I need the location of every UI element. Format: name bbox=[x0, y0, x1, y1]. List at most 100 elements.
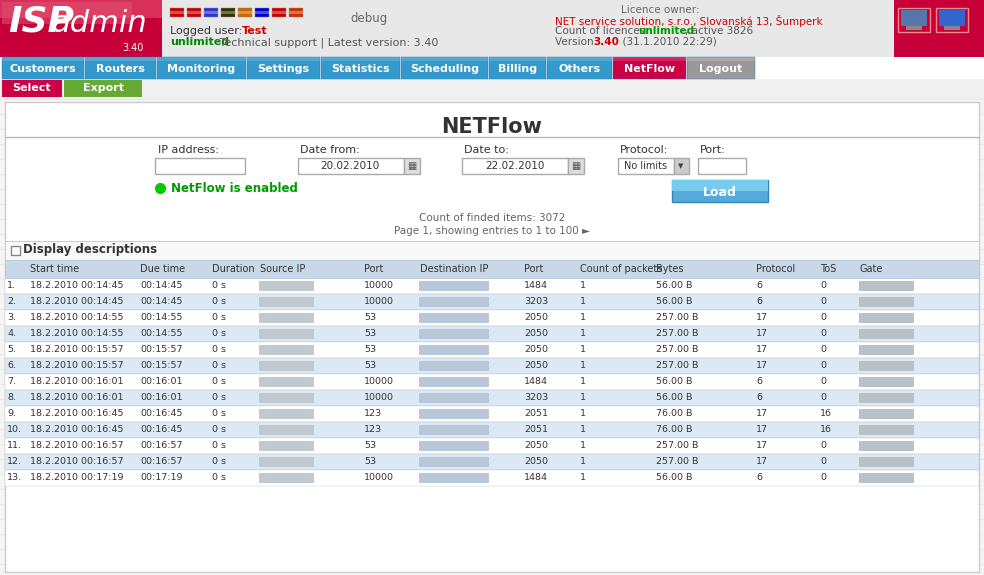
Bar bbox=[489, 57, 546, 61]
Text: 00:17:19: 00:17:19 bbox=[140, 473, 182, 482]
Text: 1: 1 bbox=[580, 329, 586, 339]
Text: 18.2.2010 00:14:55: 18.2.2010 00:14:55 bbox=[30, 313, 124, 323]
Text: 18.2.2010 00:17:19: 18.2.2010 00:17:19 bbox=[30, 473, 124, 482]
Text: 10000: 10000 bbox=[364, 282, 394, 290]
Text: 0 s: 0 s bbox=[212, 313, 226, 323]
Bar bbox=[2, 80, 62, 97]
Text: 10000: 10000 bbox=[364, 393, 394, 402]
Bar bbox=[419, 441, 489, 451]
Text: 00:16:57: 00:16:57 bbox=[140, 458, 182, 466]
Text: NetFlow: NetFlow bbox=[624, 64, 675, 74]
Bar bbox=[162, 0, 894, 57]
Bar bbox=[5, 278, 979, 294]
Bar bbox=[0, 99, 984, 575]
Text: 6.: 6. bbox=[7, 362, 16, 370]
Text: Date from:: Date from: bbox=[300, 145, 360, 155]
Text: (31.1.2010 22:29): (31.1.2010 22:29) bbox=[616, 37, 716, 47]
Text: 3.40: 3.40 bbox=[593, 37, 619, 47]
Bar bbox=[238, 11, 252, 14]
Text: 2050: 2050 bbox=[524, 362, 548, 370]
Text: 10000: 10000 bbox=[364, 378, 394, 386]
Text: Version:: Version: bbox=[555, 37, 600, 47]
Bar bbox=[259, 409, 314, 419]
Bar bbox=[247, 57, 320, 79]
Text: Start time: Start time bbox=[30, 264, 79, 274]
Text: 9.: 9. bbox=[7, 409, 16, 419]
Bar bbox=[859, 393, 914, 403]
Text: 0: 0 bbox=[820, 362, 826, 370]
Bar bbox=[404, 158, 420, 174]
Text: 56.00 B: 56.00 B bbox=[656, 282, 693, 290]
Text: 2051: 2051 bbox=[524, 426, 548, 435]
Bar bbox=[272, 11, 286, 14]
Bar bbox=[859, 409, 914, 419]
Bar bbox=[859, 425, 914, 435]
Bar bbox=[419, 281, 489, 291]
Text: 2050: 2050 bbox=[524, 458, 548, 466]
Text: Destination IP: Destination IP bbox=[420, 264, 488, 274]
Text: 2050: 2050 bbox=[524, 346, 548, 355]
Text: 1484: 1484 bbox=[524, 473, 548, 482]
Text: 0: 0 bbox=[820, 378, 826, 386]
Text: 1: 1 bbox=[580, 282, 586, 290]
Text: 0: 0 bbox=[820, 473, 826, 482]
Text: 1484: 1484 bbox=[524, 378, 548, 386]
Text: 18.2.2010 00:16:57: 18.2.2010 00:16:57 bbox=[30, 458, 124, 466]
Text: 1: 1 bbox=[580, 313, 586, 323]
Bar bbox=[5, 454, 979, 470]
Bar bbox=[170, 8, 184, 17]
Text: 22.02.2010: 22.02.2010 bbox=[485, 161, 545, 171]
Bar bbox=[936, 8, 968, 32]
Bar bbox=[672, 180, 768, 202]
Bar bbox=[859, 281, 914, 291]
Bar bbox=[618, 158, 674, 174]
Text: 0: 0 bbox=[820, 313, 826, 323]
Text: 18.2.2010 00:16:45: 18.2.2010 00:16:45 bbox=[30, 409, 124, 419]
Text: 17: 17 bbox=[756, 329, 768, 339]
Text: 18.2.2010 00:16:01: 18.2.2010 00:16:01 bbox=[30, 378, 124, 386]
Bar bbox=[859, 345, 914, 355]
Bar bbox=[568, 158, 584, 174]
Bar bbox=[944, 26, 960, 30]
Bar bbox=[255, 11, 269, 14]
Bar bbox=[11, 246, 20, 255]
Text: 257.00 B: 257.00 B bbox=[656, 442, 699, 450]
Text: 0 s: 0 s bbox=[212, 378, 226, 386]
Bar bbox=[419, 297, 489, 307]
Text: 0 s: 0 s bbox=[212, 362, 226, 370]
Bar bbox=[859, 361, 914, 371]
Text: 20.02.2010: 20.02.2010 bbox=[321, 161, 380, 171]
Bar bbox=[247, 57, 320, 61]
Text: 00:16:57: 00:16:57 bbox=[140, 442, 182, 450]
Text: Licence owner:: Licence owner: bbox=[621, 5, 700, 15]
Text: 257.00 B: 257.00 B bbox=[656, 458, 699, 466]
Text: 0 s: 0 s bbox=[212, 409, 226, 419]
Text: 0: 0 bbox=[820, 329, 826, 339]
Bar bbox=[321, 57, 400, 61]
Bar bbox=[238, 8, 252, 17]
Text: Count of packets: Count of packets bbox=[580, 264, 662, 274]
Text: 00:15:57: 00:15:57 bbox=[140, 346, 182, 355]
Text: 257.00 B: 257.00 B bbox=[656, 362, 699, 370]
Text: Settings: Settings bbox=[258, 64, 310, 74]
Bar bbox=[298, 158, 404, 174]
Bar bbox=[547, 57, 612, 79]
Text: 0 s: 0 s bbox=[212, 442, 226, 450]
Text: Protocol:: Protocol: bbox=[620, 145, 668, 155]
Text: Export: Export bbox=[83, 83, 124, 93]
Text: 0: 0 bbox=[820, 282, 826, 290]
Bar bbox=[898, 8, 930, 32]
Text: 0 s: 0 s bbox=[212, 282, 226, 290]
Bar bbox=[2, 57, 84, 61]
Text: 0 s: 0 s bbox=[212, 393, 226, 402]
Text: 0 s: 0 s bbox=[212, 297, 226, 306]
Bar bbox=[5, 326, 979, 342]
Bar bbox=[259, 329, 314, 339]
Text: 53: 53 bbox=[364, 362, 376, 370]
Bar bbox=[259, 361, 314, 371]
Bar bbox=[419, 457, 489, 467]
Bar bbox=[547, 57, 612, 61]
Text: Routers: Routers bbox=[96, 64, 145, 74]
Bar bbox=[5, 422, 979, 438]
Bar bbox=[419, 361, 489, 371]
